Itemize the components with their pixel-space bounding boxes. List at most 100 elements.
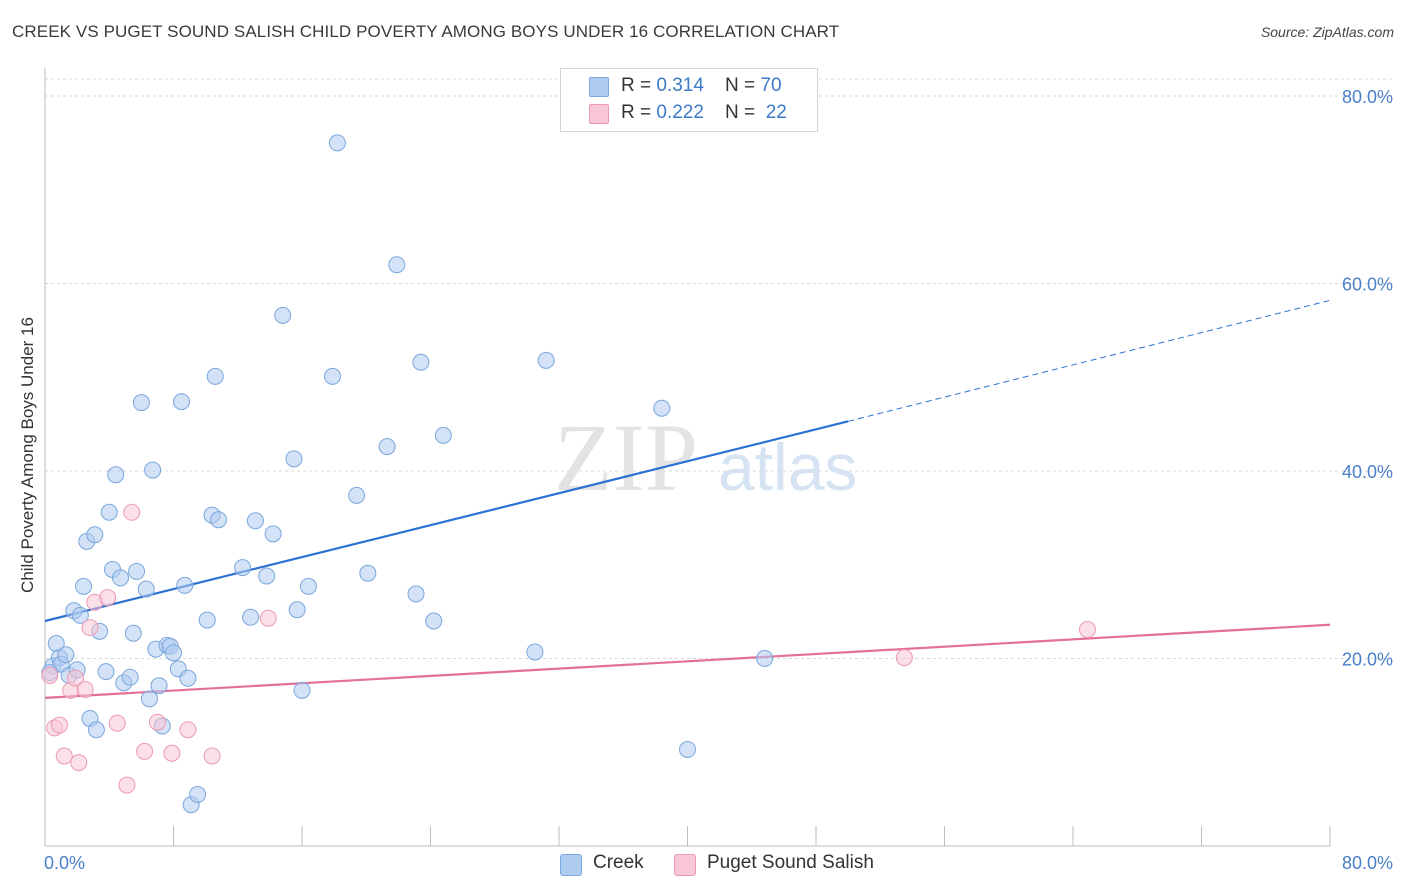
creek-n-label: N = (725, 75, 761, 96)
watermark-zip: ZIP (554, 404, 698, 511)
creek-point (378, 438, 396, 456)
creek-swatch (589, 77, 609, 97)
creek-point (206, 367, 224, 385)
creek-trend-extension (848, 299, 1331, 422)
salish-point (55, 747, 73, 765)
creek-point (242, 608, 260, 626)
data-points (41, 134, 1096, 814)
creek-point (97, 663, 115, 681)
creek-point (100, 503, 118, 521)
creek-point (234, 559, 252, 577)
salish-point (203, 747, 221, 765)
creek-point (299, 577, 317, 595)
creek-point (124, 624, 142, 642)
salish-point (99, 589, 117, 607)
salish-point (136, 742, 154, 760)
creek-point (71, 606, 89, 624)
creek-point (412, 353, 430, 371)
creek-point (756, 650, 774, 667)
salish-point (70, 754, 88, 772)
creek-point (293, 681, 311, 699)
salish-swatch (589, 104, 609, 124)
creek-n-value: 70 (760, 75, 782, 96)
salish-point (41, 666, 59, 684)
x-tick-label: 80.0% (1342, 853, 1393, 873)
creek-point (75, 577, 93, 595)
salish-trend-line (44, 623, 1331, 699)
creek-point (537, 351, 555, 369)
y-tick-label: 20.0% (1342, 650, 1393, 670)
salish-r-value: 0.222 (656, 102, 704, 123)
salish-point (148, 713, 166, 731)
creek-point (434, 426, 452, 444)
creek-point (137, 580, 155, 598)
creek-point (425, 612, 443, 630)
creek-point (328, 134, 346, 152)
salish-point (259, 609, 277, 627)
creek-trend-line (44, 420, 849, 623)
salish-n-label: N = (725, 102, 761, 123)
creek-point (274, 306, 292, 324)
salish-point (81, 619, 99, 637)
stats-legend: R = 0.314 N = 70 R = 0.222 N = 22 (560, 68, 818, 132)
creek-point (324, 367, 342, 385)
chart-title: CREEK VS PUGET SOUND SALISH CHILD POVERT… (12, 22, 840, 41)
creek-point (288, 601, 306, 619)
source-label: Source: ZipAtlas.com (1260, 24, 1394, 40)
creek-point (165, 644, 182, 662)
axes (44, 68, 1331, 847)
creek-point (87, 721, 105, 739)
creek-point (407, 585, 425, 603)
salish-point (179, 721, 197, 739)
creek-point (189, 785, 207, 803)
x-tick-label: 0.0% (44, 853, 85, 873)
creek-point (179, 669, 197, 687)
salish-legend-swatch (674, 854, 696, 876)
creek-r-label: R = (621, 75, 657, 96)
salish-point (123, 503, 141, 521)
salish-r-label: R = (621, 102, 657, 123)
creek-point (150, 677, 168, 695)
creek-point (526, 643, 544, 661)
salish-point (50, 716, 68, 734)
creek-point (359, 564, 377, 582)
creek-point (57, 646, 75, 664)
creek-legend-swatch (560, 854, 582, 876)
y-tick-label: 60.0% (1342, 275, 1393, 295)
creek-point (348, 486, 366, 504)
creek-point (679, 740, 696, 758)
salish-point (118, 776, 136, 794)
salish-n-value: 22 (765, 102, 787, 123)
creek-point (128, 562, 146, 580)
creek-point (86, 526, 104, 544)
creek-point (132, 394, 150, 412)
salish-legend-label: Puget Sound Salish (707, 852, 874, 873)
creek-point (285, 450, 303, 468)
y-tick-label: 80.0% (1342, 87, 1393, 107)
creek-legend-label: Creek (593, 852, 644, 873)
creek-point (209, 511, 227, 529)
creek-point (198, 611, 216, 629)
creek-point (173, 393, 191, 411)
creek-point (388, 256, 406, 274)
tick-labels: 20.0% 40.0% 60.0% 80.0% 0.0% 80.0% (44, 87, 1393, 873)
creek-point (653, 399, 671, 417)
y-tick-label: 40.0% (1342, 462, 1393, 482)
salish-point (895, 649, 913, 667)
creek-point (111, 569, 129, 587)
creek-r-value: 0.314 (656, 75, 704, 96)
salish-point (108, 714, 126, 732)
creek-point (246, 512, 264, 530)
creek-point (176, 576, 194, 594)
y-axis-label: Child Poverty Among Boys Under 16 (18, 317, 37, 593)
creek-point (144, 461, 162, 479)
salish-point (76, 680, 94, 698)
creek-point (258, 567, 276, 585)
creek-point (264, 525, 282, 543)
creek-point (140, 690, 158, 708)
salish-point (67, 669, 85, 687)
salish-point (1078, 620, 1096, 638)
salish-point (163, 744, 181, 762)
creek-point (107, 466, 125, 484)
